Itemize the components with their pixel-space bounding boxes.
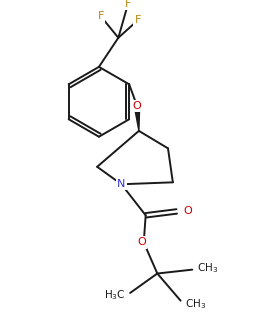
Text: H$_3$C: H$_3$C — [104, 288, 125, 302]
Text: F: F — [98, 11, 104, 21]
Text: O: O — [138, 237, 146, 247]
Text: O: O — [184, 206, 192, 216]
Text: F: F — [135, 15, 141, 25]
Text: CH$_3$: CH$_3$ — [185, 298, 207, 311]
Text: O: O — [133, 101, 141, 111]
Text: F: F — [125, 0, 131, 9]
Text: N: N — [117, 179, 126, 189]
Polygon shape — [134, 106, 140, 131]
Text: CH$_3$: CH$_3$ — [197, 261, 218, 275]
